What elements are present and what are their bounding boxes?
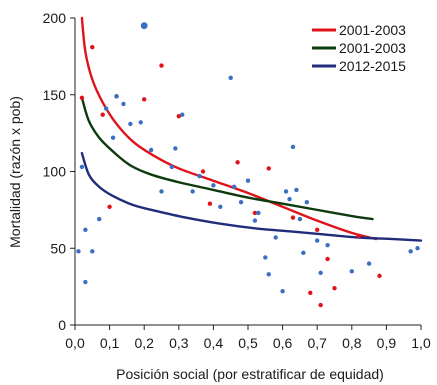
data-point-series-3 [110,135,116,140]
data-point-series-3 [252,218,258,223]
data-point-series-3 [218,204,223,210]
data-point-series-3 [114,94,119,99]
data-point-series-1 [142,97,147,102]
data-point-series-3 [76,249,81,254]
data-point-series-3 [190,189,195,194]
y-tick-label: 200 [43,10,67,26]
x-tick-label: 0,0 [65,335,85,351]
data-point-series-3 [366,261,372,266]
data-point-series-1 [159,63,164,68]
data-point-series-3 [263,255,268,260]
x-tick-label: 0,2 [134,335,154,351]
data-point-series-3 [280,289,285,294]
x-tick-label: 0,5 [238,335,258,351]
x-tick-label: 0,8 [342,335,362,351]
data-point-series-3 [121,101,126,107]
x-tick-label: 0,9 [377,335,397,351]
y-tick-label: 50 [50,240,66,256]
data-point-series-3 [245,178,251,183]
data-point-series-1 [266,166,271,171]
x-tick-label: 0,1 [100,335,120,351]
x-tick-label: 0,7 [307,335,327,351]
data-point-series-3 [180,112,185,117]
x-tick-label: 0,4 [204,335,224,351]
data-point-series-3 [256,210,261,216]
legend: 2001-2003 2001-2003 2012-2015 [312,22,406,74]
data-point-series-3 [169,164,175,170]
data-point-series-1 [107,204,112,210]
data-point-series-1 [332,285,337,291]
data-point-series-3 [228,75,233,81]
data-point-series-3 [325,242,330,248]
data-point-series-3 [315,238,320,243]
data-point-series-3 [83,279,88,285]
data-point-series-3 [297,216,303,222]
data-point-series-3 [211,183,216,188]
data-point-series-3 [197,173,202,179]
plot-points [76,22,420,308]
trend-line-series-1 [80,16,378,241]
data-point-series-1 [90,44,95,50]
data-point-series-3 [148,147,154,153]
trend-line-series-3 [80,151,423,242]
data-point-series-3 [128,121,133,127]
data-point-series-3 [173,146,178,151]
data-point-series-1 [308,290,313,295]
data-point-series-3 [318,270,323,276]
data-point-series-1 [325,256,330,262]
data-point-series-1 [100,112,105,117]
trend-line-series-2 [80,96,374,221]
data-point-series-3 [273,235,278,240]
data-point-series-3 [304,200,310,205]
data-point-series-1 [356,233,361,239]
data-point-series-3 [287,196,292,202]
data-point-series-1 [377,273,382,279]
y-tick-label: 150 [43,87,67,103]
data-point-series-3 [301,250,306,256]
legend-label: 2001-2003 [339,40,406,56]
y-axis-label: Mortalidad (razón x pob) [7,96,23,248]
plot-ticks: 0 50 100 150 200 0,0 0,1 0,2 0,3 0,4 0,5 0,6 0,7 0,8 0… [43,10,431,351]
data-point-series-3 [79,164,85,170]
data-point-series-1 [207,201,213,206]
data-point-series-3 [238,200,244,205]
data-point-series-3 [159,189,164,194]
plot-curves [80,16,423,242]
data-point-series-3 [103,106,109,111]
data-point-series-1 [290,215,296,220]
data-point-series-3 [138,120,143,125]
data-point-series-3 [349,269,354,274]
data-point-series-1 [315,227,320,233]
data-point-series-3 [415,246,420,251]
data-point-series-3 [283,189,289,194]
data-point-series-1 [79,95,85,101]
legend-label: 2001-2003 [339,22,406,38]
data-point-series-1 [252,210,258,216]
data-point-series-3 [294,187,299,193]
data-point-series-1 [176,114,181,119]
data-point-series-1 [318,302,323,308]
y-tick-label: 0 [58,317,66,333]
x-tick-label: 0,6 [273,335,293,351]
x-tick-label: 1,0 [411,335,431,351]
data-point-series-3 [266,272,271,277]
data-point-series-1 [200,169,206,174]
data-point-series-3 [290,144,296,150]
data-point-series-3 [408,249,413,254]
legend-label: 2012-2015 [339,58,406,74]
data-point-series-3 [231,184,237,190]
data-point-series-3 [83,227,88,233]
data-point-series-1 [235,160,240,165]
data-point-series-3 [97,216,102,222]
data-point-series-3 [140,22,148,30]
x-axis-label: Posición social (por estratificar de equ… [116,366,384,382]
data-point-series-3 [90,249,95,254]
x-tick-label: 0,3 [169,335,189,351]
y-tick-label: 100 [43,164,67,180]
